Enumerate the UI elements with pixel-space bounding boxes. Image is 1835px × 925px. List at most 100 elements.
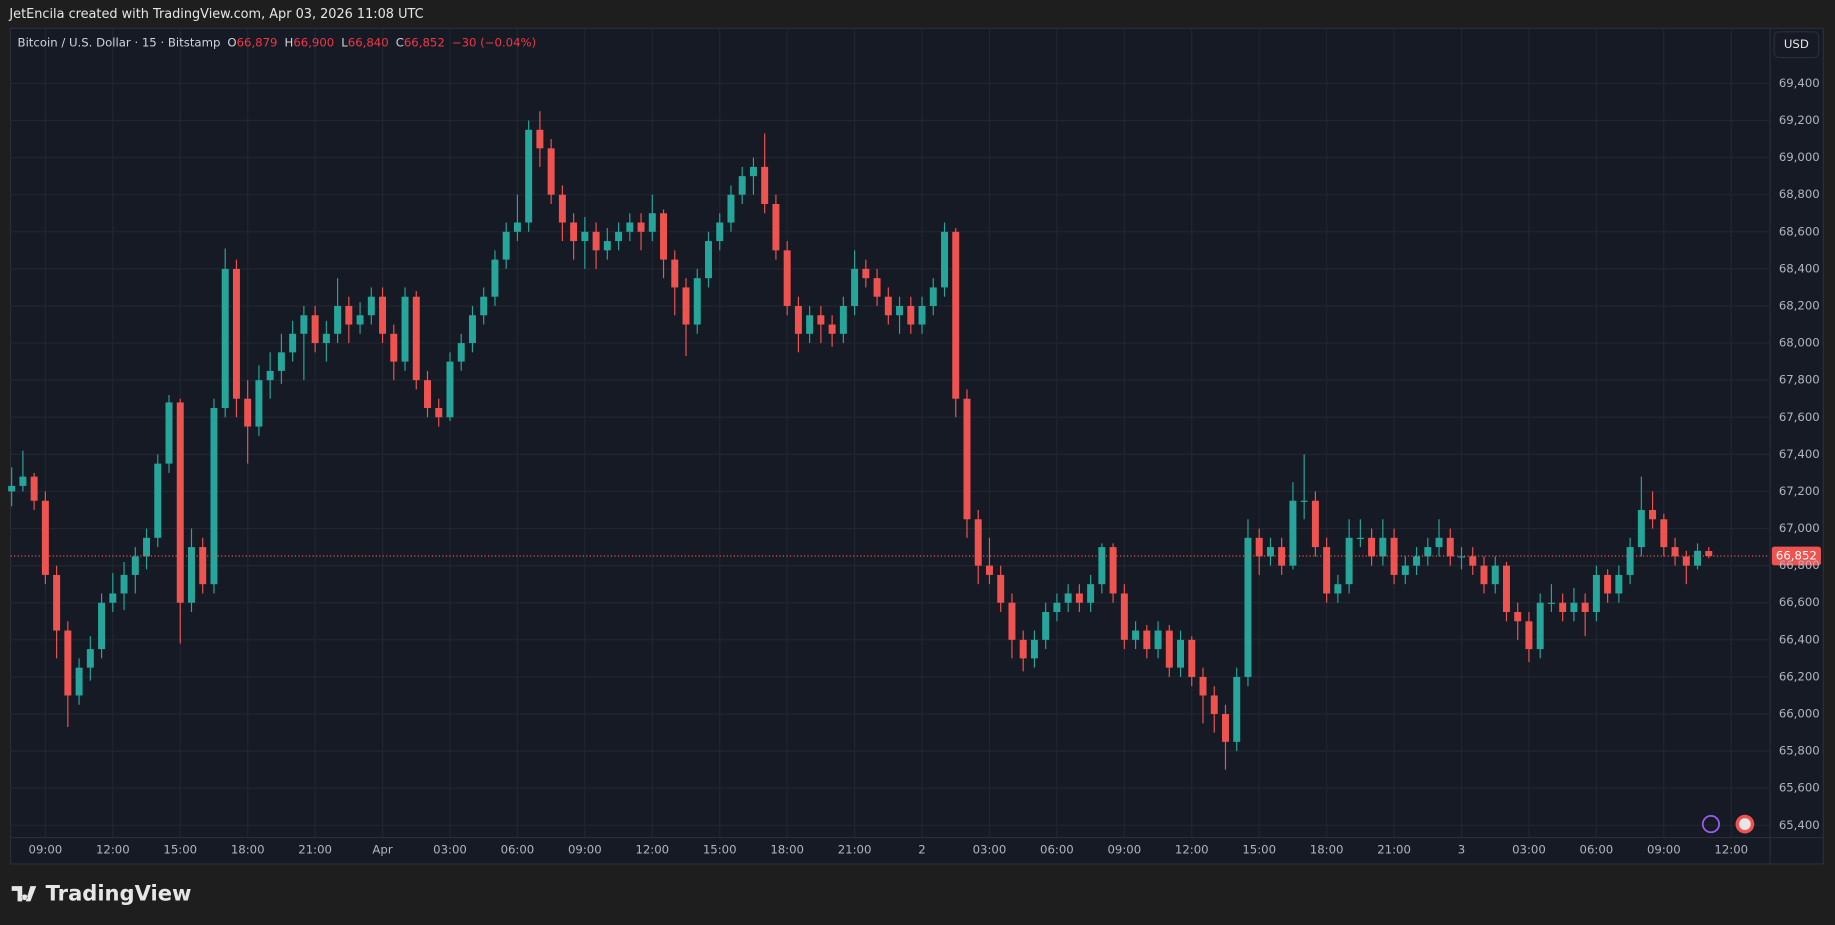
candle-body [1188,639,1196,677]
candle-body [1480,565,1488,585]
candle-body [457,343,465,362]
candle-body [806,315,814,334]
x-tick-label: 18:00 [770,842,804,856]
currency-button[interactable] [1773,31,1820,59]
candle-body [1637,510,1645,548]
candles [8,111,1713,770]
change: −30 (−0.04%) [452,35,536,49]
x-tick-label: 09:00 [1647,842,1681,856]
candle-body [1413,556,1421,566]
ohlc-key: O [227,35,236,49]
x-tick-label: 18:00 [231,842,265,856]
icon [1739,818,1751,830]
y-tick-label: 65,400 [1779,818,1820,832]
candle-body [1289,500,1297,566]
y-tick-label: 65,600 [1779,781,1820,795]
candle-body [603,241,611,251]
candle-body [918,305,926,325]
candle-body [19,476,27,486]
chart-pane [9,27,1824,865]
candle-body [143,537,151,557]
candle-body [1525,621,1533,650]
candle-body [322,333,330,344]
candle-body [626,222,634,232]
y-tick-label: 67,600 [1779,410,1820,424]
candle-body [839,305,847,334]
candle-body [1345,537,1353,585]
x-tick-label: 03:00 [973,842,1007,856]
candle-body [221,268,229,408]
candle-body [480,296,488,316]
ohlc-value: 66,840 [348,35,389,49]
candle-body [637,222,645,232]
x-tick-label: 21:00 [1377,842,1411,856]
x-tick-label: 12:00 [96,842,130,856]
candle-body [424,380,431,408]
candle-body [1120,593,1128,640]
icon[interactable] [1701,815,1721,834]
candle-body [300,315,308,334]
candle-body [513,222,521,232]
x-tick-label: 09:00 [1107,842,1141,856]
y-tick-label: 69,400 [1779,76,1820,90]
candle-body [525,129,533,223]
candle-body [1446,537,1454,557]
candle-body [985,565,993,575]
candle-body [244,398,252,427]
candle-body [1615,574,1623,594]
x-tick-label: 03:00 [433,842,467,856]
candle-body [997,574,1005,603]
candle-body [974,519,982,566]
y-tick-label: 65,800 [1779,744,1820,758]
candle-body [547,148,555,195]
candle-body [1559,602,1567,613]
candle-body [952,231,960,399]
y-tick-label: 68,200 [1779,298,1820,312]
candle-body [907,305,915,325]
candle-body [401,296,409,362]
candle-body [8,485,16,492]
candle-body [671,259,679,288]
candle-body [963,398,971,520]
candle-body [1334,584,1342,594]
candle-body [851,268,859,306]
y-tick-label: 69,000 [1779,150,1820,164]
candle-body [727,194,735,223]
candle-body [1109,547,1117,594]
candle-body [502,231,510,260]
candle-body [1323,547,1331,594]
y-tick-label: 68,800 [1779,187,1820,201]
candle-body [749,166,757,177]
candle-body [289,333,297,353]
candle-body [1222,714,1229,742]
ohlc-key: C [396,35,404,49]
candle-body [1570,602,1578,613]
x-tick-label: Apr [372,842,392,856]
symbol: Bitcoin / U.S. Dollar · 15 · Bitstamp [18,35,221,49]
y-tick-label: 68,600 [1779,224,1820,238]
candle-body [232,268,240,399]
candle-body [693,278,701,325]
candle-body [1626,547,1634,575]
y-tick-label: 66,600 [1779,595,1820,609]
candle-body [1649,510,1657,520]
y-tick-label: 67,400 [1779,447,1820,461]
last-price-label: 66,852 [1776,548,1817,562]
candle-body [334,305,342,334]
candle-body [1435,537,1443,548]
y-tick-label: 68,400 [1779,261,1820,275]
x-tick-label: 15:00 [703,842,737,856]
candle-body [1199,676,1207,696]
candle-body [1019,639,1027,659]
candle-body [1604,574,1612,594]
candle-body [1660,519,1668,548]
candle-body [435,407,443,418]
candle-body [896,305,904,316]
currency[interactable]: USD [1784,37,1809,51]
candle-body [817,315,825,325]
candle-body [446,361,454,418]
candle-body [1581,602,1589,613]
candle-body [1132,630,1140,640]
overlay: 66,852 [10,546,1821,566]
candle-body [794,305,802,334]
